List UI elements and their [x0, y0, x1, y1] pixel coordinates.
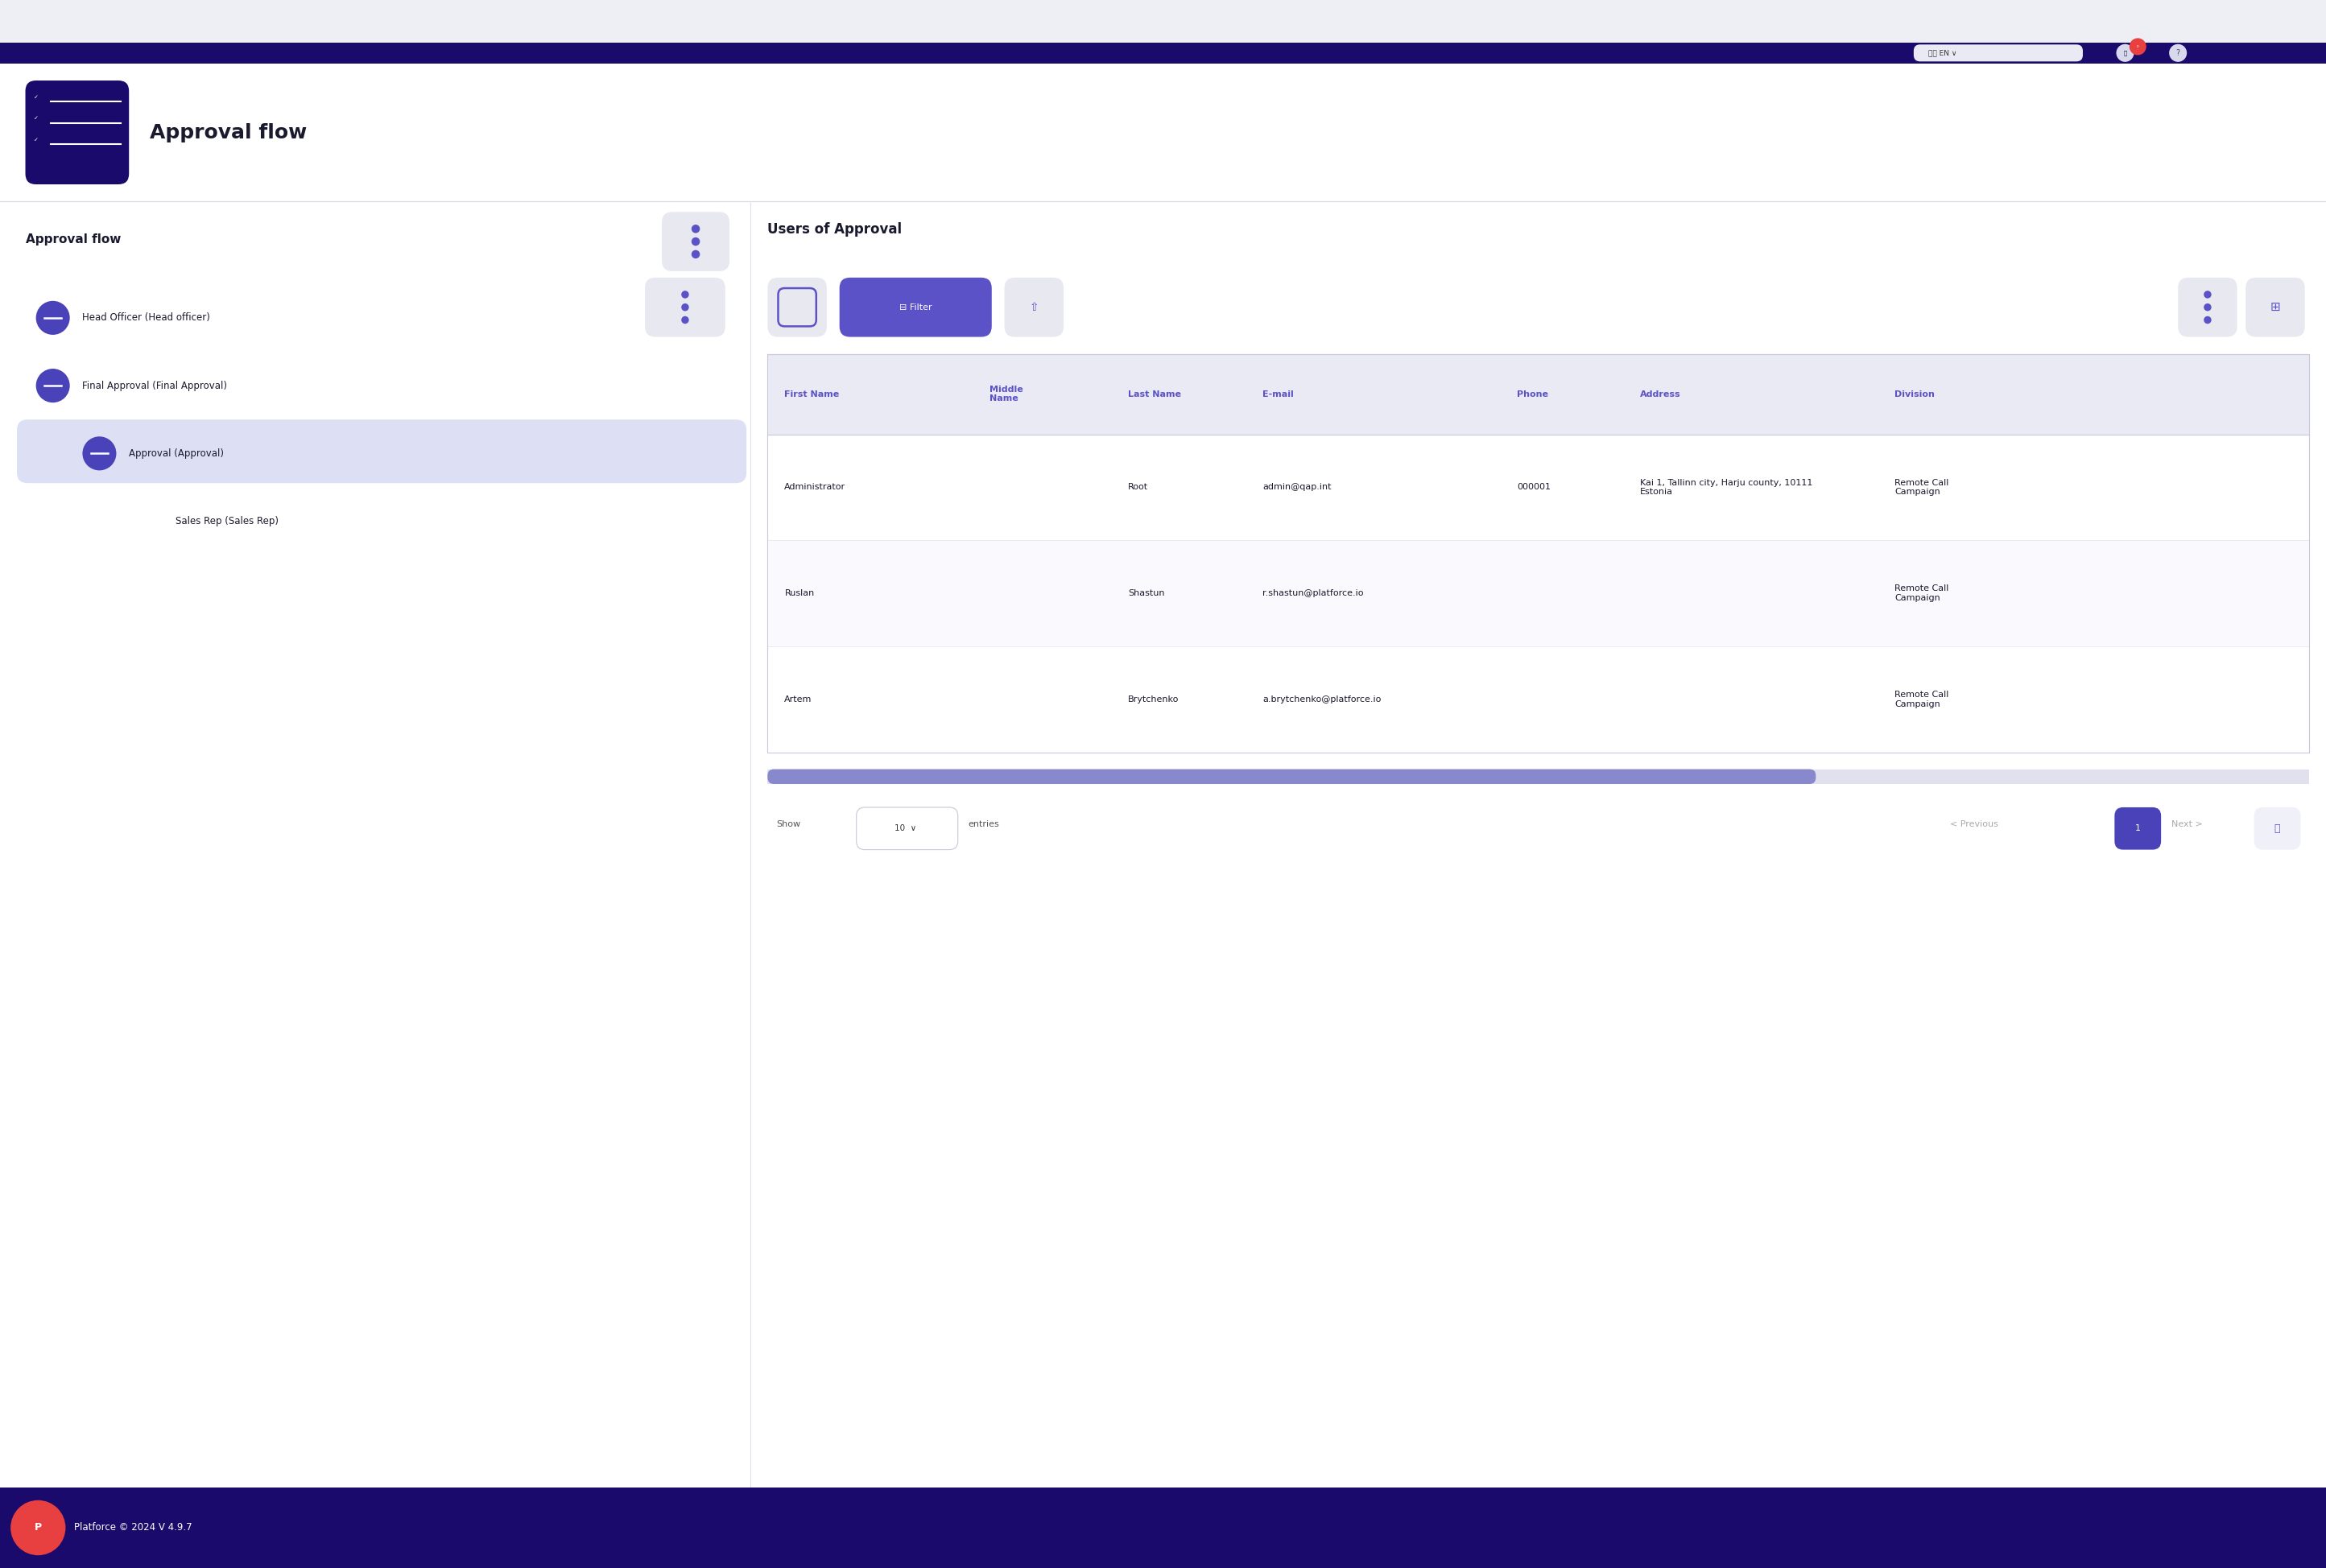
Circle shape [2203, 290, 2212, 298]
Circle shape [691, 224, 700, 234]
Text: Administrator: Administrator [784, 483, 847, 491]
Circle shape [2203, 304, 2212, 310]
Text: 🇪🇪 EN ∨: 🇪🇪 EN ∨ [1928, 49, 1956, 56]
Text: ⊟ Filter: ⊟ Filter [900, 303, 933, 312]
Text: admin@qap.int: admin@qap.int [1263, 483, 1330, 491]
Text: Head Officer (Head officer): Head Officer (Head officer) [81, 312, 209, 323]
Text: ⇧: ⇧ [1030, 301, 1040, 314]
Text: ✓: ✓ [35, 138, 40, 143]
FancyBboxPatch shape [663, 212, 730, 271]
Text: Last Name: Last Name [1128, 390, 1182, 398]
Bar [768, 354, 2310, 434]
Text: Address: Address [1640, 390, 1682, 398]
Circle shape [81, 436, 116, 470]
FancyBboxPatch shape [2114, 808, 2161, 850]
Text: Approval flow: Approval flow [151, 122, 307, 143]
Text: Final Approval (Final Approval): Final Approval (Final Approval) [81, 381, 228, 390]
Text: Kai 1, Tallinn city, Harju county, 10111
Estonia: Kai 1, Tallinn city, Harju county, 10111… [1640, 478, 1812, 495]
Bar [0, 201, 2326, 1488]
Bar [768, 541, 2310, 646]
FancyBboxPatch shape [768, 770, 1817, 784]
Circle shape [682, 290, 688, 298]
Text: Division: Division [1893, 390, 1935, 398]
Text: P: P [35, 1523, 42, 1534]
Text: Approval flow: Approval flow [26, 234, 121, 245]
Text: ?: ? [2175, 49, 2179, 56]
Text: ✓: ✓ [35, 116, 40, 121]
Text: a.brytchenko@platforce.io: a.brytchenko@platforce.io [1263, 695, 1382, 704]
Bar [0, 64, 2326, 201]
FancyBboxPatch shape [644, 278, 726, 337]
Text: First Name: First Name [784, 390, 840, 398]
Text: Ruslan: Ruslan [784, 590, 814, 597]
Text: Root: Root [1128, 483, 1149, 491]
Text: Next >: Next > [2172, 820, 2203, 828]
Circle shape [2203, 317, 2212, 323]
Text: 000001: 000001 [1517, 483, 1551, 491]
Text: Remote Call
Campaign: Remote Call Campaign [1893, 585, 1949, 602]
Circle shape [682, 317, 688, 323]
Text: Show: Show [777, 820, 800, 828]
Circle shape [12, 1501, 65, 1555]
Text: Platforce © 2024 V 4.9.7: Platforce © 2024 V 4.9.7 [74, 1523, 193, 1534]
Circle shape [2128, 38, 2147, 55]
Bar [0, 0, 2326, 42]
Text: Shastun: Shastun [1128, 590, 1165, 597]
Bar [768, 354, 2310, 753]
FancyBboxPatch shape [2177, 278, 2238, 337]
Text: Remote Call
Campaign: Remote Call Campaign [1893, 478, 1949, 495]
Text: r.shastun@platforce.io: r.shastun@platforce.io [1263, 590, 1363, 597]
Bar [0, 1488, 2326, 1568]
FancyBboxPatch shape [856, 808, 958, 850]
FancyBboxPatch shape [1914, 44, 2082, 61]
FancyBboxPatch shape [2254, 808, 2300, 850]
Bar [768, 770, 2310, 784]
FancyBboxPatch shape [1005, 278, 1063, 337]
Text: Users of Approval: Users of Approval [768, 223, 902, 237]
Text: ⤢: ⤢ [2275, 823, 2279, 834]
Text: 1: 1 [2135, 825, 2140, 833]
Text: Artem: Artem [784, 695, 812, 704]
FancyBboxPatch shape [840, 278, 991, 337]
FancyBboxPatch shape [768, 278, 826, 337]
Text: Remote Call
Campaign: Remote Call Campaign [1893, 690, 1949, 707]
Text: 🔔: 🔔 [2124, 50, 2126, 55]
Text: ✓: ✓ [35, 96, 40, 100]
Text: entries: entries [968, 820, 1000, 828]
Circle shape [682, 304, 688, 310]
Circle shape [2117, 44, 2133, 61]
Bar [768, 646, 2310, 753]
FancyBboxPatch shape [26, 80, 128, 185]
Text: < Previous: < Previous [1949, 820, 1998, 828]
Text: E-mail: E-mail [1263, 390, 1293, 398]
Bar [0, 42, 2326, 64]
Text: Approval (Approval): Approval (Approval) [128, 448, 223, 459]
FancyBboxPatch shape [2245, 278, 2305, 337]
Text: Brytchenko: Brytchenko [1128, 695, 1179, 704]
Text: Phone: Phone [1517, 390, 1549, 398]
Circle shape [35, 368, 70, 403]
Text: 10  ∨: 10 ∨ [896, 825, 916, 833]
Bar [768, 434, 2310, 541]
Text: Middle
Name: Middle Name [989, 386, 1023, 403]
Circle shape [2170, 44, 2186, 61]
Circle shape [35, 301, 70, 336]
Circle shape [691, 237, 700, 246]
Text: ⊞: ⊞ [2270, 301, 2279, 314]
Text: Sales Rep (Sales Rep): Sales Rep (Sales Rep) [174, 516, 279, 527]
Circle shape [691, 249, 700, 259]
FancyBboxPatch shape [16, 420, 747, 483]
